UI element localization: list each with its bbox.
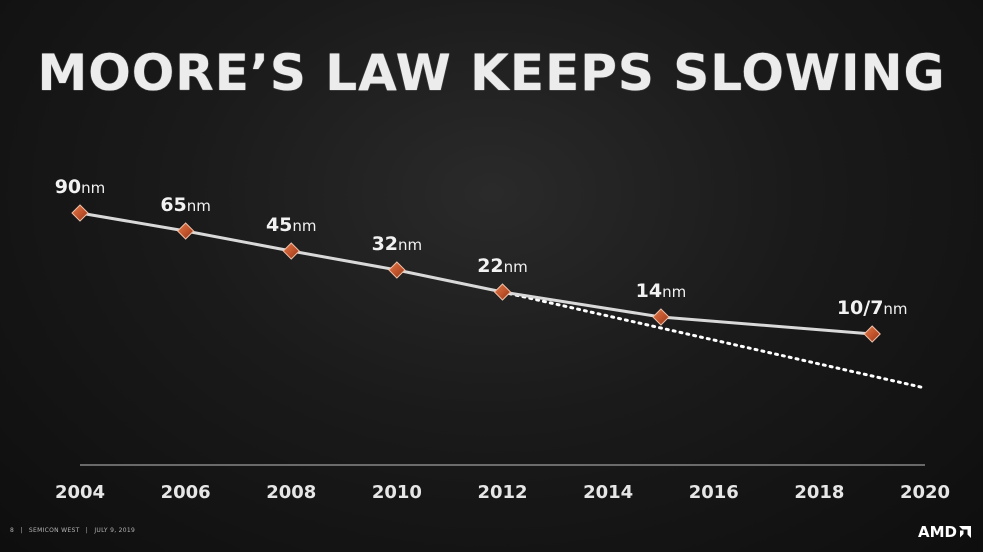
data-label: 14nm	[636, 280, 687, 302]
x-tick-label: 2018	[794, 482, 844, 503]
slide-footer: 8 | SEMICON WEST | JULY 9, 2019	[10, 527, 139, 534]
data-point-marker	[493, 283, 512, 301]
process-node-series-line	[79, 211, 873, 336]
data-label: 90nm	[55, 176, 106, 198]
x-tick-label: 2006	[161, 482, 211, 503]
data-label: 65nm	[160, 194, 211, 216]
footer-date: JULY 9, 2019	[94, 527, 136, 534]
amd-logo-text: AMD	[918, 523, 957, 541]
footer-separator: |	[20, 527, 23, 534]
x-tick-label: 2008	[266, 482, 316, 503]
footer-event: SEMICON WEST	[28, 527, 80, 534]
data-point-marker	[71, 204, 89, 222]
data-label: 45nm	[266, 214, 317, 236]
footer-page-number: 8	[10, 527, 15, 534]
x-tick-label: 2014	[583, 482, 633, 503]
data-point-marker	[863, 325, 881, 343]
data-label: 22nm	[477, 255, 528, 277]
amd-arrow-icon	[959, 526, 971, 538]
data-label: 32nm	[372, 233, 423, 255]
x-tick-label: 2016	[689, 482, 739, 503]
data-point-marker	[282, 242, 300, 260]
x-tick-label: 2010	[372, 482, 422, 503]
data-label: 10/7nm	[837, 297, 908, 319]
x-tick-label: 2004	[55, 482, 105, 503]
amd-logo: AMD	[918, 523, 971, 541]
x-tick-label: 2020	[900, 482, 950, 503]
data-point-marker	[652, 308, 670, 326]
x-tick-label: 2012	[477, 482, 527, 503]
data-point-marker	[388, 261, 406, 279]
trend-continuation-line	[501, 290, 927, 390]
slide-title: MOORE’S LAW KEEPS SLOWING	[37, 44, 946, 102]
footer-separator: |	[85, 527, 89, 534]
data-point-marker	[176, 222, 195, 240]
